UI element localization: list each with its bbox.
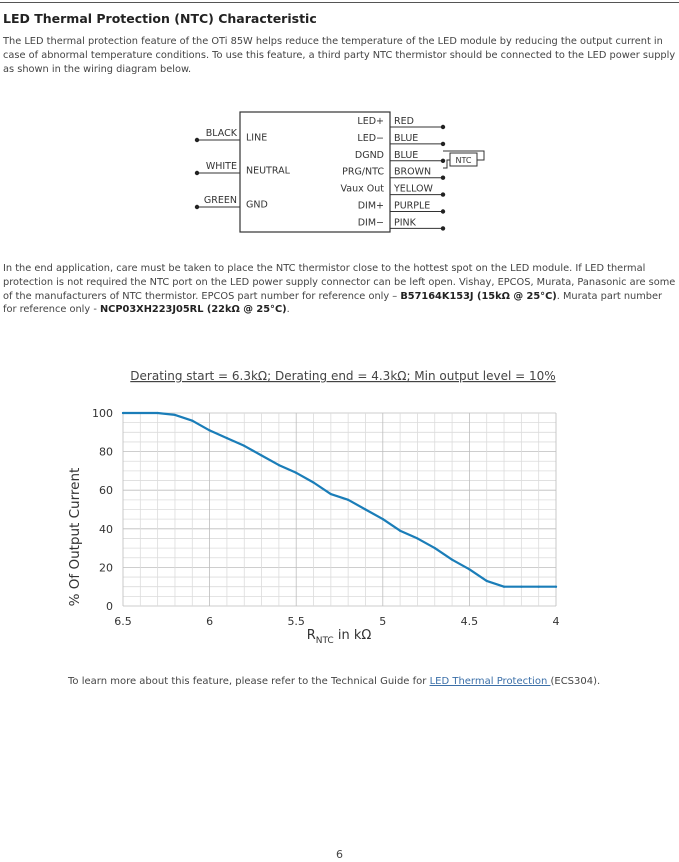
x-tick-label: 6 — [206, 615, 213, 628]
input-wire-neutral: WHITE NEUTRAL — [194, 161, 291, 177]
chart-data-point — [399, 529, 402, 532]
x-axis-label-main: R — [307, 628, 316, 643]
y-tick-label: 0 — [106, 600, 113, 613]
chart-data-point — [191, 419, 194, 422]
thermal-protection-link[interactable]: LED Thermal Protection — [429, 676, 551, 687]
chart-data-point — [381, 518, 384, 521]
input-terminal-label: NEUTRAL — [246, 166, 291, 177]
y-tick-label: 100 — [92, 407, 113, 420]
footer-prefix: To learn more about this feature, please… — [68, 676, 430, 687]
chart-data-point — [312, 481, 315, 484]
x-tick-label: 6.5 — [114, 615, 132, 628]
chart-data-point — [520, 585, 523, 588]
chart-data-point — [347, 498, 350, 501]
input-wire-gnd: GREEN GND — [194, 195, 268, 211]
ntc-thermistor: NTC — [443, 150, 485, 169]
y-tick-label: 60 — [99, 484, 113, 497]
chart-data-point — [260, 454, 263, 457]
output-terminal-label: LED+ — [357, 116, 384, 127]
derating-chart: Derating start = 6.3kΩ; Derating end = 4… — [67, 369, 560, 646]
output-terminal-label: DGND — [355, 150, 384, 161]
y-axis-label: % Of Output Current — [67, 468, 83, 607]
output-wire-color: BLUE — [394, 133, 418, 144]
x-axis-label-tail: in kΩ — [334, 628, 372, 643]
input-wires: BLACK LINE WHITE NEUTRAL GREEN GND — [194, 128, 291, 211]
chart-data-point — [468, 568, 471, 571]
output-wire-color: RED — [394, 116, 414, 127]
footer-note: To learn more about this feature, please… — [68, 676, 600, 687]
driver-box — [239, 111, 391, 233]
chart-data-point — [208, 429, 211, 432]
application-end: . — [286, 304, 290, 316]
chart-data-point — [364, 508, 367, 511]
chart-data-point — [554, 585, 558, 588]
chart-data-point — [537, 585, 540, 588]
chart-data-point — [450, 558, 454, 561]
output-wire-color: PINK — [394, 217, 417, 228]
ntc-label: NTC — [456, 156, 472, 165]
section-title: LED Thermal Protection (NTC) Characteris… — [3, 11, 317, 26]
chart-data-point — [277, 464, 280, 467]
application-middle: . Murata part number for reference only … — [3, 290, 663, 316]
input-wire-color: WHITE — [206, 161, 237, 172]
output-terminal-label: PRG/NTC — [342, 167, 384, 178]
chart-ticks: 0 20 40 60 80 100 6.5 6 5.5 5 4.5 4 — [92, 407, 560, 628]
output-wire-color: PURPLE — [394, 201, 430, 212]
output-terminal-label: DIM− — [358, 217, 384, 228]
chart-data-point — [156, 411, 159, 415]
output-wire-color: BLUE — [394, 150, 418, 161]
chart-data-point — [173, 413, 177, 417]
murata-part-number: NCP03XH223J05RL (22kΩ @ 25°C) — [99, 304, 287, 316]
output-wire-6: DIM− PINK — [358, 217, 446, 231]
top-rule — [0, 2, 679, 3]
x-tick-label: 4.5 — [461, 615, 479, 628]
output-wires: LED+ RED LED− BLUE DGND BLUE PRG/NTC BROWN Vaux … — [341, 116, 446, 231]
input-wire-line: BLACK LINE — [194, 128, 267, 144]
intro-paragraph: The LED thermal protection feature of th… — [3, 36, 676, 75]
epcos-part-number: B57164K153J (15kΩ @ 25°C) — [400, 290, 557, 302]
input-wire-color: GREEN — [204, 195, 237, 206]
x-tick-label: 5.5 — [287, 615, 305, 628]
chart-data-point — [243, 444, 246, 447]
y-tick-label: 20 — [99, 561, 113, 574]
output-terminal-label: DIM+ — [358, 201, 384, 212]
chart-data-point — [502, 585, 506, 588]
chart-data-point — [121, 411, 125, 415]
chart-data-point — [295, 471, 298, 474]
output-wire-0: LED+ RED — [357, 116, 446, 130]
footer-suffix: (ECS304). — [550, 676, 601, 687]
input-terminal-label: GND — [246, 200, 268, 211]
output-wire-color: YELLOW — [393, 184, 434, 195]
x-tick-label: 5 — [379, 615, 386, 628]
x-axis-label: RNTC in kΩ — [307, 628, 372, 646]
page-number: 6 — [336, 848, 343, 861]
output-wire-5: DIM+ PURPLE — [358, 201, 446, 214]
output-terminal-label: Vaux Out — [341, 184, 385, 195]
chart-data-point — [433, 547, 436, 550]
output-wire-color: BROWN — [394, 167, 431, 178]
input-wire-color: BLACK — [206, 128, 238, 139]
output-wire-3: PRG/NTC BROWN — [342, 167, 446, 180]
x-axis-label-sub: NTC — [316, 636, 334, 646]
chart-grid — [122, 412, 557, 607]
chart-title: Derating start = 6.3kΩ; Derating end = 4… — [130, 369, 555, 383]
chart-data-point — [329, 492, 332, 496]
output-terminal-label: LED− — [357, 133, 384, 144]
x-tick-label: 4 — [553, 615, 560, 628]
output-wire-1: LED− BLUE — [357, 133, 446, 147]
chart-data-point — [225, 436, 229, 440]
y-tick-label: 40 — [99, 523, 113, 536]
chart-data-point — [416, 537, 419, 540]
y-tick-label: 80 — [99, 446, 113, 459]
application-paragraph: In the end application, care must be tak… — [3, 262, 678, 317]
input-terminal-label: LINE — [246, 133, 267, 144]
output-wire-2: DGND BLUE — [355, 150, 446, 163]
chart-data-point — [485, 579, 488, 583]
chart-series-points — [121, 411, 558, 588]
application-text: In the end application, care must be tak… — [3, 263, 676, 302]
output-wire-4: Vaux Out YELLOW — [341, 184, 446, 197]
